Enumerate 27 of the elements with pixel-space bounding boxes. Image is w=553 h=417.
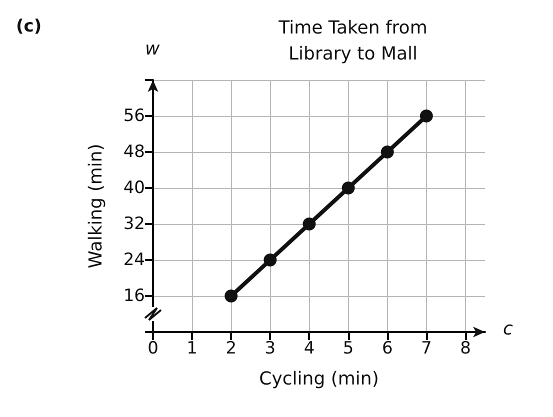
x-tick-label: 5 [342, 338, 354, 358]
chart-title: Time Taken from Library to Mall [278, 18, 428, 64]
point [420, 110, 433, 122]
y-tick-label: 16 [123, 286, 145, 306]
x-tick-label: 4 [304, 338, 315, 358]
y-tick-label: 24 [123, 250, 145, 270]
x-tick-label: 0 [148, 338, 158, 358]
point [224, 290, 238, 302]
text: c [503, 318, 513, 340]
x-tick-label: 6 [382, 338, 393, 358]
point [302, 218, 316, 230]
text: w [145, 38, 160, 60]
y-axis-title: Walking (min) [86, 144, 106, 268]
y-tick-label: 32 [123, 214, 145, 234]
y-tick-label: 56 [123, 106, 145, 126]
point [264, 254, 277, 266]
x-tick-label: 1 [186, 338, 198, 358]
x-axis-title: Cycling (min) [259, 368, 379, 390]
point [342, 182, 355, 194]
point [380, 146, 394, 158]
x-tick-label: 2 [226, 338, 237, 358]
x-tick-label: 3 [264, 338, 276, 358]
x-tick-label: 7 [421, 338, 432, 358]
y-tick-label: 40 [123, 178, 145, 198]
y-tick-label: 48 [123, 142, 145, 162]
x-tick-label: 8 [460, 338, 471, 358]
text: (c) [16, 16, 42, 36]
